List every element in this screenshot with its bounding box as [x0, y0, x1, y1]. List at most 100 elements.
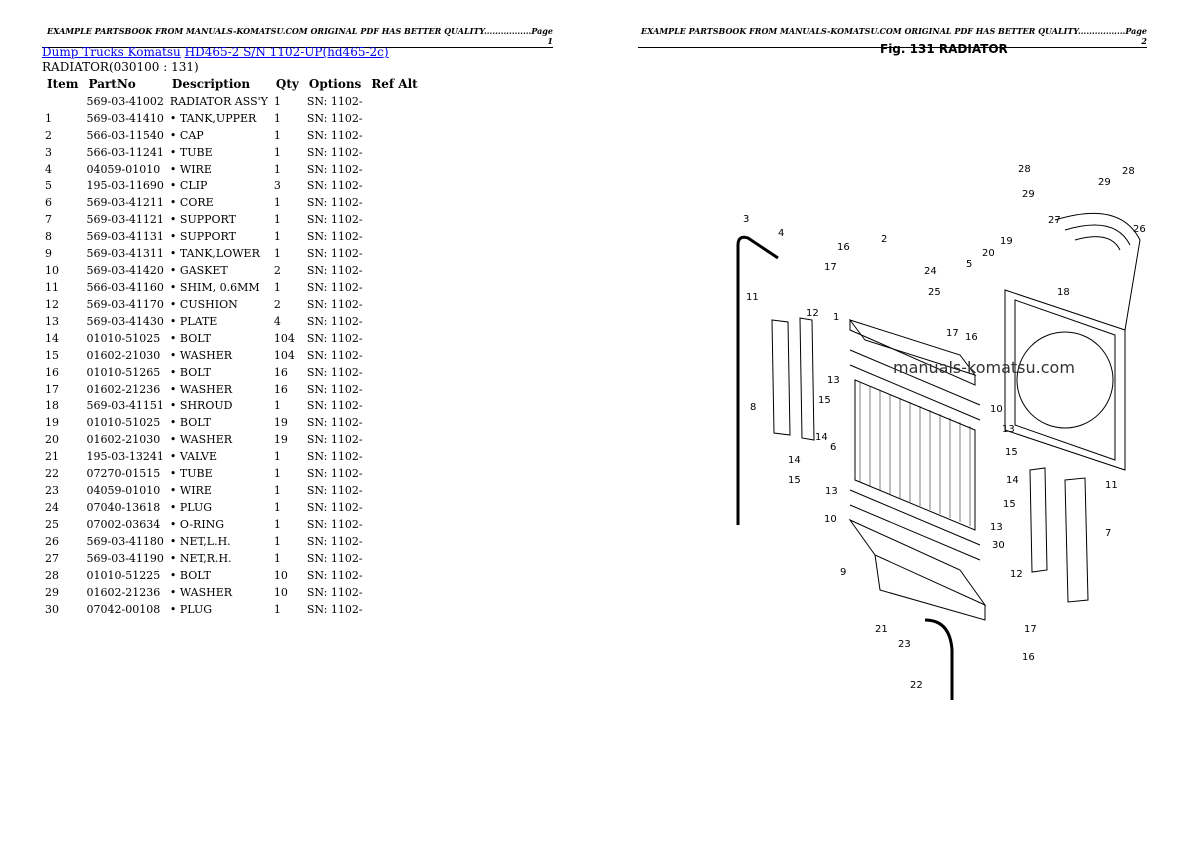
- quantity: 3: [273, 179, 281, 193]
- table-row: 10 569-03-41420 • GASKET 2 SN: 1102-: [42, 262, 423, 279]
- part-number: 569-03-41151: [86, 399, 164, 413]
- quantity: 19: [273, 416, 288, 430]
- table-row: 569-03-41002 RADIATOR ASS'Y 1 SN: 1102-: [42, 93, 423, 110]
- part-number: 07042-00108: [86, 602, 161, 616]
- options: SN: 1102-: [306, 162, 363, 176]
- quantity: 1: [273, 399, 281, 413]
- table-row: 3 566-03-11241 • TUBE 1 SN: 1102-: [42, 144, 423, 161]
- part-number: 569-03-41170: [86, 297, 164, 311]
- options: SN: 1102-: [306, 416, 363, 430]
- item-number: 4: [45, 162, 52, 176]
- item-number: 14: [45, 331, 59, 345]
- description: • TUBE: [169, 145, 213, 159]
- description: • WIRE: [169, 484, 212, 498]
- description: • SUPPORT: [169, 213, 236, 227]
- options: SN: 1102-: [306, 585, 363, 599]
- svg-text:2: 2: [881, 234, 887, 245]
- svg-text:11: 11: [1105, 480, 1118, 491]
- description: • CAP: [169, 128, 204, 142]
- svg-text:9: 9: [840, 567, 846, 578]
- options: SN: 1102-: [306, 145, 363, 159]
- part-number: 01602-21236: [86, 585, 161, 599]
- part-number: 07040-13618: [86, 501, 161, 514]
- quantity: 1: [273, 551, 281, 565]
- description: • BOLT: [169, 331, 211, 345]
- options: SN: 1102-: [306, 196, 363, 210]
- table-row: 2 566-03-11540 • CAP 1 SN: 1102-: [42, 127, 423, 144]
- options: SN: 1102-: [306, 348, 363, 362]
- svg-text:10: 10: [824, 514, 837, 525]
- svg-text:1: 1: [833, 312, 839, 323]
- part-number: 07270-01515: [86, 467, 161, 481]
- quantity: 16: [273, 365, 288, 379]
- quantity: 10: [273, 585, 288, 599]
- svg-text:26: 26: [1133, 224, 1146, 235]
- description: • CORE: [169, 196, 214, 210]
- quantity: 1: [273, 281, 281, 295]
- options: SN: 1102-: [306, 534, 363, 548]
- options: SN: 1102-: [306, 484, 363, 498]
- part-number: 566-03-41160: [86, 281, 164, 295]
- description: • SHIM, 0.6MM: [169, 281, 260, 295]
- part-number: 569-03-41180: [86, 534, 164, 548]
- breadcrumb-link-category[interactable]: Dump Trucks Komatsu: [42, 45, 181, 59]
- options: SN: 1102-: [306, 602, 363, 616]
- column-header: Qty: [275, 77, 299, 92]
- options: SN: 1102-: [306, 111, 363, 125]
- quantity: 2: [273, 264, 281, 278]
- description: • WASHER: [169, 433, 233, 447]
- options: SN: 1102-: [306, 450, 363, 464]
- part-number: 01010-51265: [86, 365, 161, 379]
- options: SN: 1102-: [306, 501, 363, 514]
- watermark: manuals-komatsu.com: [893, 358, 1075, 377]
- options: SN: 1102-: [306, 382, 363, 396]
- breadcrumb-link-model[interactable]: HD465-2 S/N 1102-UP(hd465-2c): [184, 45, 389, 59]
- svg-text:13: 13: [990, 522, 1003, 533]
- description: • PLUG: [169, 602, 213, 616]
- item-number: 18: [45, 399, 59, 413]
- table-row: 16 01010-51265 • BOLT 16 SN: 1102-: [42, 364, 423, 381]
- item-number: 2: [45, 128, 52, 142]
- part-number: 01602-21030: [86, 348, 161, 362]
- table-row: 1 569-03-41410 • TANK,UPPER 1 SN: 1102-: [42, 110, 423, 127]
- quantity: 16: [273, 382, 288, 396]
- item-number: 13: [45, 314, 59, 328]
- table-row: 29 01602-21236 • WASHER 10 SN: 1102-: [42, 584, 423, 601]
- description: RADIATOR ASS'Y: [169, 94, 268, 108]
- part-number: 569-03-41190: [86, 551, 164, 565]
- figure-title: Fig. 131 RADIATOR: [880, 42, 1008, 56]
- item-number: 22: [45, 467, 59, 481]
- svg-text:15: 15: [818, 395, 831, 406]
- part-number: 569-03-41420: [86, 264, 164, 278]
- table-row: 8 569-03-41131 • SUPPORT 1 SN: 1102-: [42, 228, 423, 245]
- svg-text:3: 3: [743, 214, 749, 225]
- column-header: PartNo: [88, 77, 136, 92]
- item-number: 1: [45, 111, 52, 125]
- item-number: 3: [45, 145, 52, 159]
- svg-text:16: 16: [837, 242, 850, 253]
- table-row: 18 569-03-41151 • SHROUD 1 SN: 1102-: [42, 398, 423, 415]
- table-row: 20 01602-21030 • WASHER 19 SN: 1102-: [42, 431, 423, 448]
- item-number: 8: [45, 230, 52, 244]
- column-header: Description: [171, 77, 251, 92]
- description: • CUSHION: [169, 297, 238, 311]
- options: SN: 1102-: [306, 517, 363, 531]
- options: SN: 1102-: [306, 467, 363, 481]
- quantity: 1: [273, 484, 281, 498]
- quantity: 2: [273, 297, 281, 311]
- quantity: 1: [273, 230, 281, 244]
- table-row: 6 569-03-41211 • CORE 1 SN: 1102-: [42, 194, 423, 211]
- options: SN: 1102-: [306, 264, 363, 278]
- options: SN: 1102-: [306, 230, 363, 244]
- svg-text:18: 18: [1057, 287, 1070, 298]
- part-number: 195-03-13241: [86, 450, 164, 464]
- svg-text:17: 17: [824, 262, 837, 273]
- description: • WASHER: [169, 382, 233, 396]
- svg-text:4: 4: [778, 228, 784, 239]
- quantity: 104: [273, 331, 295, 345]
- part-number: 569-03-41002: [86, 94, 164, 108]
- options: SN: 1102-: [306, 568, 363, 582]
- item-number: 29: [45, 585, 59, 599]
- options: SN: 1102-: [306, 331, 363, 345]
- table-row: 22 07270-01515 • TUBE 1 SN: 1102-: [42, 465, 423, 482]
